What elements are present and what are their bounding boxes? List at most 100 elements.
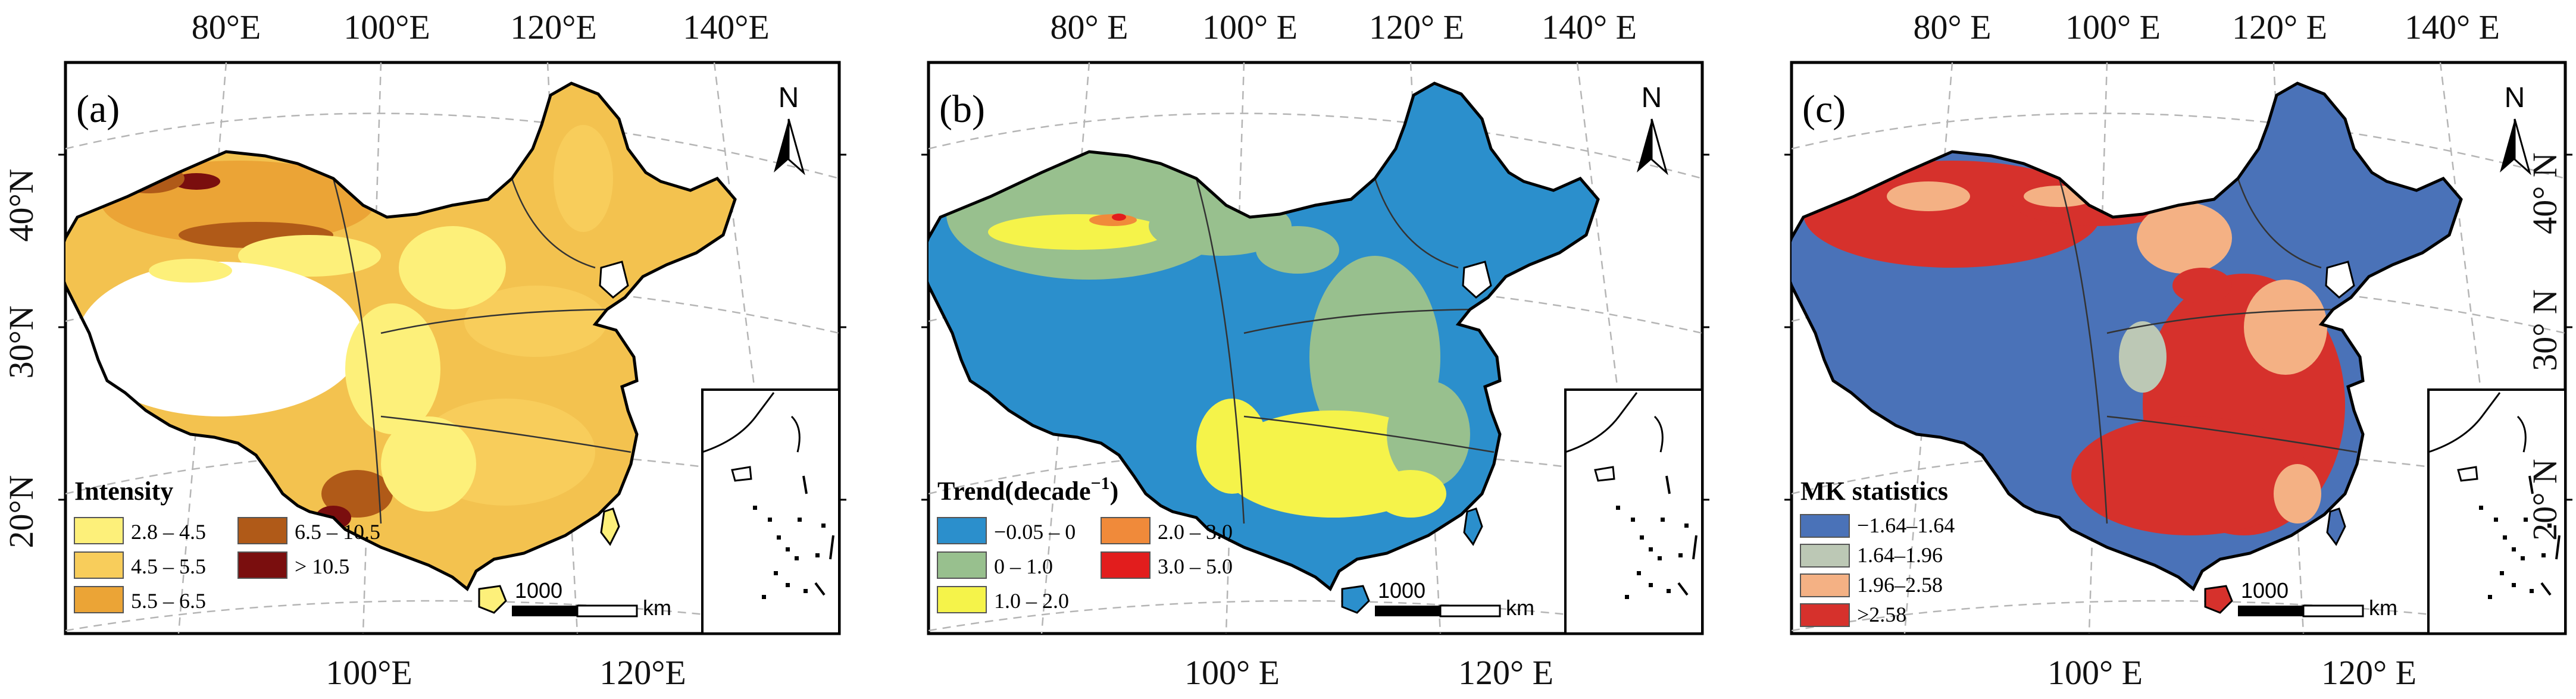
top-tick-label: 100° E (1202, 8, 1298, 46)
bottom-tick-label: 100°E (326, 653, 412, 692)
inset-dot (2512, 547, 2516, 551)
inset-dot (2479, 506, 2483, 510)
south-china-sea-inset (1564, 388, 1703, 635)
taiwan-island (1463, 507, 1483, 546)
parallel-line (65, 600, 839, 632)
map-panel-c: N 1000 km (c) MK statistics −1.64–1.64 1.64–1.… (1726, 0, 2576, 699)
legend-title-text: MK statistics (1800, 477, 1948, 506)
basin-border (2106, 308, 2352, 334)
inset-dot (1678, 553, 1683, 557)
scale-number: 1000 (2241, 578, 2289, 603)
top-tick-label: 80° E (1913, 8, 1991, 46)
inset-dot (1637, 571, 1641, 575)
inset-dot (2524, 518, 2528, 522)
inset-island (731, 466, 752, 482)
inset-dot (777, 535, 781, 540)
bottom-tick-label: 120° E (1458, 653, 1553, 692)
legend-title: Trend(decade−1) (937, 474, 1118, 506)
inset-frame (1564, 388, 1703, 635)
north-arrow-left (1637, 119, 1652, 173)
legend: MK statistics −1.64–1.64 1.64–1.96 1.96–2.5… (1800, 477, 1955, 627)
value-region (1887, 181, 1970, 211)
legend-item-label: 4.5 – 5.5 (131, 554, 206, 578)
bottom-tick-label: 120° E (2321, 653, 2416, 692)
inset-dot (1658, 556, 1662, 560)
inset-coast (1565, 392, 1664, 453)
basin-border (2106, 415, 2358, 453)
legend-swatch (937, 551, 987, 579)
axis-ticks: 80° E 100° E 120° E 140° E 100° E 120° E 40° N… (1784, 8, 2572, 692)
value-region (2172, 268, 2232, 303)
top-tick-label: 140° E (2405, 8, 2500, 46)
inset-dot (753, 506, 757, 510)
north-label: N (2505, 82, 2525, 114)
right-tick-label: 30° N (2525, 289, 2564, 371)
inset-dot (2503, 535, 2507, 540)
basin-borders (332, 178, 632, 524)
legend-item-label: −0.05 – 0 (994, 520, 1076, 544)
inset-dot (1649, 583, 1653, 587)
hainan-island (478, 585, 507, 614)
scale-white (576, 604, 638, 617)
value-region (399, 226, 506, 309)
inset-dot (2488, 595, 2492, 599)
parallel-line (65, 112, 839, 180)
inset-coast (2428, 392, 2527, 453)
scale-bar: 1000 km (1375, 578, 1534, 620)
basin-border (1243, 308, 1489, 334)
bottom-tick-label: 100° E (2047, 653, 2143, 692)
legend-item-label: 6.5 – 10.5 (295, 520, 380, 544)
basin-border (1195, 178, 1245, 524)
basin-border (1374, 178, 1459, 269)
legend-item-label: >2.58 (1857, 603, 1906, 626)
scale-white (2302, 604, 2364, 617)
scale-black (512, 606, 577, 616)
map-svg-b: N 1000 km (b) Trend(decade−1) −0.05 – 0 0 – 1.… (921, 8, 1709, 692)
value-regions (1803, 161, 2346, 589)
south-china-sea-inset (701, 388, 840, 635)
inset-dash (802, 475, 834, 596)
basin-border (380, 308, 626, 334)
scale-unit: km (1506, 595, 1534, 620)
inset-dot (2494, 518, 2498, 522)
legend: Intensity 2.8 – 4.5 4.5 – 5.5 5.5 – 6.5 6.5 … (74, 477, 380, 613)
china-border (1792, 82, 2463, 591)
map-content (65, 62, 839, 634)
inset-dot (2521, 556, 2525, 560)
inset-dot (815, 553, 820, 557)
inset-frame (701, 388, 840, 635)
basin-border (2237, 178, 2322, 269)
legend-title-end: ) (1110, 477, 1119, 506)
inset-dot (762, 595, 766, 599)
left-tick-label: 20°N (2, 475, 40, 548)
legend-swatch (1101, 517, 1151, 544)
basin-border (1243, 415, 1495, 453)
value-region (321, 470, 393, 518)
inset-dot (1616, 506, 1620, 510)
top-tick-label: 120° E (1369, 8, 1464, 46)
scale-number: 1000 (1378, 578, 1425, 603)
parallel-line (929, 112, 1702, 180)
legend-swatch (937, 586, 987, 613)
panel-label: (c) (1802, 87, 1846, 131)
inset-coast (702, 392, 801, 453)
north-arrow-right (2514, 118, 2531, 175)
bottom-tick-label: 100° E (1184, 653, 1280, 692)
map-panel-a: N 1000 km (a) Intensity 2.8 – 4.5 4.5 – 5.5 5.5… (0, 0, 850, 699)
north-arrow-left (2500, 119, 2515, 173)
panel-label: (a) (76, 87, 120, 131)
legend-item-label: 2.8 – 4.5 (131, 520, 206, 544)
value-region (1375, 470, 1446, 518)
north-arrow-left (774, 119, 789, 173)
parallel-line (1792, 112, 2565, 180)
legend-swatch (1800, 603, 1850, 627)
right-tick-label: 20° N (2525, 459, 2564, 541)
inset-dot (1661, 518, 1665, 522)
top-tick-label: 80° E (1050, 8, 1128, 46)
value-region (1112, 214, 1126, 221)
legend-swatch (1800, 544, 1850, 568)
inset-dot (2541, 553, 2546, 557)
right-tick-label: 40° N (2525, 152, 2564, 234)
inset-dot (2547, 524, 2552, 528)
parallel-line (1792, 600, 2565, 632)
